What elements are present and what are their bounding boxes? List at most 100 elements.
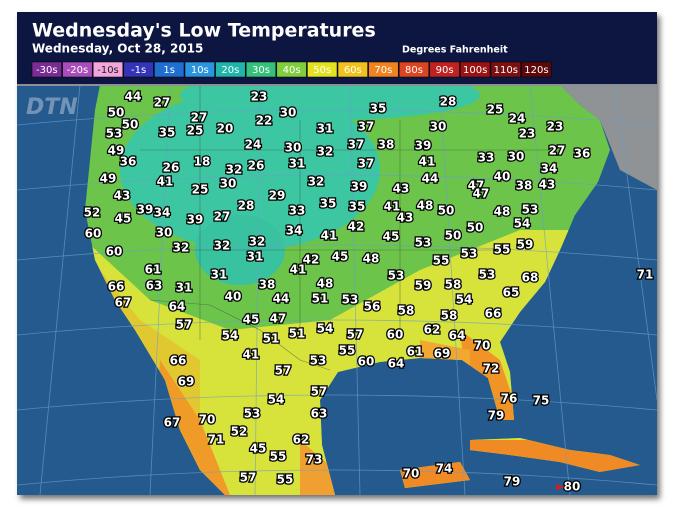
temperature: 51 <box>289 327 306 341</box>
temperature: 32 <box>214 239 231 253</box>
temperature: 42 <box>348 220 365 234</box>
temperature: 27 <box>549 144 566 158</box>
temperature: 39 <box>415 139 432 153</box>
legend-swatch <box>490 61 521 78</box>
temperature: 55 <box>339 344 356 358</box>
temperature: 30 <box>508 150 525 164</box>
temperature: 54 <box>222 329 239 343</box>
temperature: 53 <box>106 127 123 141</box>
temperature: 45 <box>250 442 267 456</box>
temperature: 53 <box>522 203 539 217</box>
temperature: 36 <box>574 147 591 161</box>
temperature: 70 <box>403 467 420 481</box>
canada-east <box>470 85 657 190</box>
temperature: 30 <box>430 120 447 134</box>
temperature: 50 <box>122 118 139 132</box>
temperature: 53 <box>388 269 405 283</box>
temperature: 66 <box>108 280 125 294</box>
temperature: 55 <box>270 450 287 464</box>
legend-swatch <box>521 61 552 78</box>
borders <box>140 85 560 371</box>
temperature: 48 <box>494 205 511 219</box>
legend: -30s -20s -10s -1s 1s 10s 20s 30s 40s 50s 60s 70s 80… <box>31 61 552 78</box>
temperature: 45 <box>115 212 132 226</box>
temperature: 44 <box>125 90 142 104</box>
temperature: 58 <box>398 304 415 318</box>
temperature: 53 <box>310 354 327 368</box>
legend-swatch <box>31 61 62 78</box>
temperature: 33 <box>289 204 306 218</box>
temperature: 41 <box>157 175 174 189</box>
temperature: 32 <box>308 175 325 189</box>
date: Wednesday, Oct 28, 2015 <box>32 42 203 56</box>
temperature: 38 <box>516 179 533 193</box>
temperature: 64 <box>388 357 405 371</box>
legend-swatch <box>215 61 246 78</box>
legend-swatch <box>92 61 124 78</box>
temperature: 68 <box>522 271 539 285</box>
title: Wednesday's Low Temperatures <box>32 20 376 42</box>
temperature: 67 <box>115 296 132 310</box>
legend-swatch <box>337 61 368 78</box>
temperature: 47 <box>468 179 485 193</box>
temperature: 51 <box>312 292 329 306</box>
separator <box>17 84 657 86</box>
temperature: 60 <box>358 355 375 369</box>
temperature: 79 <box>504 475 521 489</box>
temperature: 39 <box>351 180 368 194</box>
temperature: 57 <box>347 328 364 342</box>
temperature: 76 <box>501 392 518 406</box>
temperature: 53 <box>461 247 478 261</box>
temperature: 41 <box>384 200 401 214</box>
temperature: 25 <box>192 183 209 197</box>
legend-label: 40s <box>283 65 301 76</box>
legend-label: 90s <box>436 65 454 76</box>
temperature: 27 <box>191 111 208 125</box>
temperature: 39 <box>187 213 204 227</box>
legend-label: 60s <box>344 65 362 76</box>
temperature: 43 <box>393 182 410 196</box>
temperature: 52 <box>84 206 101 220</box>
temperature: 48 <box>363 252 380 266</box>
temperature: 35 <box>370 102 387 116</box>
temperature: 61 <box>407 345 424 359</box>
temperature: 62 <box>424 323 441 337</box>
temperature: 55 <box>494 243 511 257</box>
legend-label: -30s <box>36 65 58 76</box>
temperature: 40 <box>494 170 511 184</box>
temperature: 43 <box>114 189 131 203</box>
temperature: 34 <box>154 206 171 220</box>
legend-swatch <box>307 61 338 78</box>
temperature: 79 <box>488 409 505 423</box>
temperature: 72 <box>483 362 500 376</box>
legend-label: 30s <box>252 65 270 76</box>
temperature: 43 <box>397 211 414 225</box>
temperature: 34 <box>541 162 558 176</box>
temperature: 54 <box>514 217 531 231</box>
temperature: 70 <box>199 413 216 427</box>
legend-label: 80s <box>405 65 423 76</box>
temperature: 30 <box>220 177 237 191</box>
temperature: 18 <box>194 155 211 169</box>
temperature: 67 <box>164 416 181 430</box>
units: Degrees Fahrenheit <box>402 45 508 56</box>
temperature: 54 <box>317 322 334 336</box>
temperature: 44 <box>273 292 290 306</box>
temperature: 69 <box>178 375 195 389</box>
temperature: 53 <box>244 407 261 421</box>
temperature: 66 <box>170 354 187 368</box>
temperature: 58 <box>441 309 458 323</box>
temperature: 60 <box>85 227 102 241</box>
temperature: 56 <box>364 300 381 314</box>
temperature: 36 <box>120 155 137 169</box>
logo: DTN <box>26 95 78 120</box>
temperature: 71 <box>208 433 225 447</box>
temperature: 61 <box>145 263 162 277</box>
temperature: 23 <box>519 127 536 141</box>
arrow <box>556 484 565 490</box>
legend-label: -20s <box>67 65 89 76</box>
temperature: 57 <box>240 471 257 485</box>
temperature: 75 <box>533 394 550 408</box>
temperature: 23 <box>547 120 564 134</box>
